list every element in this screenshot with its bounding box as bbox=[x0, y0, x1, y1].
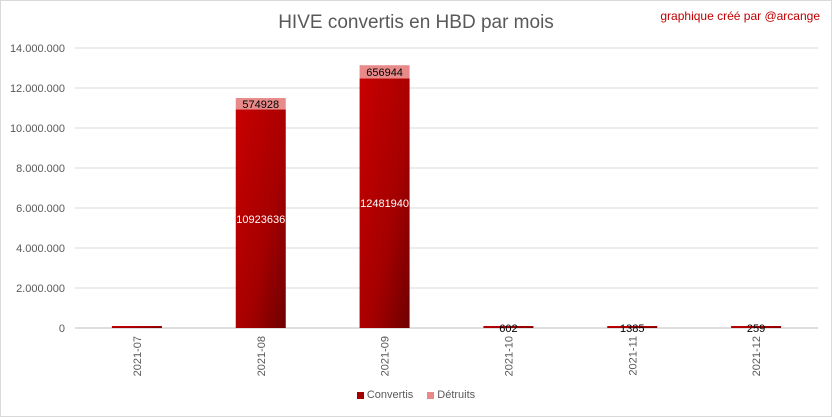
chart-legend: Convertis Détruits bbox=[0, 389, 832, 401]
legend-item-detruits: Détruits bbox=[427, 389, 475, 401]
x-tick-label: 2021-11 bbox=[627, 336, 639, 376]
bar-dtruits bbox=[235, 98, 286, 110]
x-tick-label: 2021-08 bbox=[256, 336, 268, 376]
y-tick-label: 4.000.000 bbox=[16, 243, 65, 255]
data-label-convertis: 259 bbox=[747, 323, 765, 335]
legend-label-convertis: Convertis bbox=[366, 389, 414, 401]
chart-title: HIVE convertis en HBD par mois bbox=[278, 12, 554, 33]
bar-convertis bbox=[359, 78, 410, 328]
x-tick-label: 2021-12 bbox=[751, 336, 763, 376]
legend-label-detruits: Détruits bbox=[437, 389, 476, 401]
y-tick-label: 8.000.000 bbox=[16, 163, 65, 175]
x-tick-label: 2021-09 bbox=[380, 336, 392, 376]
data-label-convertis: 12481940 bbox=[360, 198, 409, 210]
data-label-detruits: 574928 bbox=[242, 99, 279, 111]
chart-credit: graphique créé par @arcange bbox=[660, 9, 820, 23]
y-tick-label: 2.000.000 bbox=[16, 283, 65, 295]
bar-convertis bbox=[111, 326, 162, 328]
data-label-convertis: 602 bbox=[499, 323, 517, 335]
bar-convertis bbox=[731, 326, 782, 328]
y-tick-label: 12.000.000 bbox=[10, 83, 65, 95]
legend-swatch-detruits bbox=[427, 391, 435, 399]
y-tick-label: 10.000.000 bbox=[10, 123, 65, 135]
bar-convertis bbox=[607, 326, 658, 328]
x-tick-label: 2021-07 bbox=[132, 336, 144, 376]
bar-convertis bbox=[483, 326, 534, 328]
legend-item-convertis: Convertis bbox=[356, 389, 414, 401]
data-label-convertis: 10923636 bbox=[236, 214, 285, 226]
y-tick-label: 0 bbox=[59, 323, 65, 335]
y-tick-label: 6.000.000 bbox=[16, 203, 65, 215]
data-label-detruits: 656944 bbox=[366, 67, 403, 79]
legend-swatch-convertis bbox=[356, 391, 364, 399]
bar-dtruits bbox=[359, 65, 410, 79]
y-tick-label: 14.000.000 bbox=[10, 43, 65, 55]
x-tick-label: 2021-10 bbox=[503, 336, 515, 376]
bar-convertis bbox=[235, 109, 286, 328]
data-label-convertis: 1385 bbox=[620, 323, 644, 335]
